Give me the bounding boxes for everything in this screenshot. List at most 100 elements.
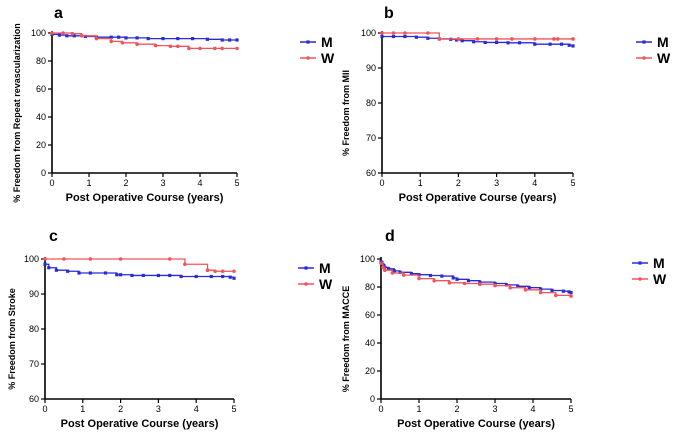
legend-label-M: M — [321, 34, 333, 50]
y-tick-label: 100 — [360, 254, 375, 264]
data-point-M — [398, 270, 402, 274]
y-tick-label: 90 — [366, 63, 376, 73]
data-point-M — [176, 37, 180, 41]
data-point-M — [559, 42, 564, 46]
data-point-M — [455, 277, 459, 281]
panel-letter: b — [384, 5, 394, 22]
data-point-M — [115, 273, 119, 277]
data-point-M — [235, 38, 239, 42]
x-tick-label: 2 — [118, 404, 123, 414]
y-tick-label: 80 — [29, 324, 39, 334]
data-point-M — [506, 41, 510, 45]
data-point-W — [403, 31, 407, 35]
data-point-M — [517, 41, 522, 45]
data-point-M — [567, 43, 571, 47]
y-tick-label: 90 — [29, 289, 39, 299]
y-tick-label: 40 — [36, 112, 46, 122]
data-point-W — [88, 257, 93, 261]
x-tick-label: 3 — [156, 404, 161, 414]
data-point-M — [527, 286, 531, 290]
y-tick-label: 80 — [365, 282, 375, 292]
data-point-W — [426, 31, 430, 35]
series-line-W — [382, 32, 573, 40]
y-tick-label: 60 — [29, 394, 39, 404]
data-point-W — [494, 37, 499, 41]
x-tick-label: 2 — [454, 404, 459, 414]
legend-label-W: W — [653, 271, 667, 287]
data-point-W — [70, 31, 75, 36]
data-point-M — [119, 273, 123, 277]
data-point-W — [390, 271, 395, 275]
data-point-W — [79, 34, 84, 38]
data-point-W — [437, 37, 442, 41]
legend-marker-W — [642, 56, 646, 60]
data-point-W — [379, 261, 383, 266]
data-point-M — [232, 276, 236, 280]
data-point-M — [440, 274, 444, 278]
data-point-M — [571, 44, 575, 48]
data-point-M — [65, 34, 69, 38]
data-point-M — [516, 284, 520, 288]
data-point-W — [456, 37, 461, 41]
data-point-M — [539, 287, 543, 291]
legend-marker-M — [638, 261, 642, 265]
y-tick-label: 70 — [366, 133, 376, 143]
data-point-W — [383, 268, 387, 273]
data-point-W — [569, 294, 573, 298]
data-point-M — [168, 273, 172, 278]
x-tick-label: 2 — [123, 178, 128, 188]
data-point-M — [391, 34, 396, 39]
y-tick-label: 20 — [36, 140, 46, 150]
data-point-W — [554, 293, 558, 298]
x-axis-title: Post Operative Course (years) — [397, 418, 555, 430]
data-point-W — [62, 257, 66, 261]
y-tick-label: 100 — [24, 254, 39, 264]
data-point-W — [417, 276, 421, 281]
data-point-W — [493, 283, 497, 288]
data-point-M — [109, 35, 113, 39]
data-point-M — [409, 272, 413, 276]
data-point-W — [402, 273, 406, 277]
data-point-M — [561, 289, 565, 293]
data-point-M — [569, 291, 573, 295]
data-point-M — [392, 269, 396, 273]
y-tick-label: 40 — [365, 338, 375, 348]
data-point-M — [72, 34, 76, 38]
data-point-W — [153, 43, 158, 48]
data-point-M — [460, 39, 464, 43]
data-point-W — [523, 288, 528, 292]
data-point-W — [183, 262, 187, 267]
panel-a: a 0 1 2 3 4 5 0 20 40 60 80 100 Post Operative Course… — [12, 5, 335, 204]
y-tick-label: 0 — [41, 168, 46, 178]
data-point-M — [66, 269, 70, 273]
legend-label-M: M — [657, 34, 669, 50]
data-point-W — [510, 37, 514, 41]
data-point-M — [209, 274, 213, 279]
x-tick-label: 1 — [416, 404, 421, 414]
data-point-W — [538, 290, 543, 295]
y-tick-label: 20 — [365, 366, 375, 376]
series-line-M — [52, 33, 237, 41]
panel-d: d 0 1 2 3 4 5 0 20 40 60 80 100 Post Operative Course… — [341, 228, 667, 430]
data-point-M — [194, 274, 198, 279]
data-point-W — [552, 37, 556, 41]
data-point-M — [77, 271, 81, 275]
data-point-M — [205, 37, 209, 41]
data-point-M — [161, 37, 165, 41]
x-tick-label: 3 — [160, 178, 165, 188]
x-tick-label: 5 — [234, 178, 239, 188]
data-point-M — [135, 36, 139, 40]
y-tick-label: 60 — [366, 168, 376, 178]
y-axis-title: % Freedom from MACCE — [341, 286, 351, 393]
data-point-W — [50, 31, 54, 35]
x-tick-label: 1 — [80, 404, 85, 414]
data-point-M — [403, 34, 407, 39]
legend-marker-M — [306, 40, 310, 44]
data-point-M — [103, 271, 108, 275]
data-point-W — [432, 278, 437, 283]
data-point-W — [391, 31, 396, 35]
y-tick-label: 60 — [36, 84, 46, 94]
legend-marker-W — [638, 277, 642, 281]
data-point-M — [117, 35, 121, 39]
